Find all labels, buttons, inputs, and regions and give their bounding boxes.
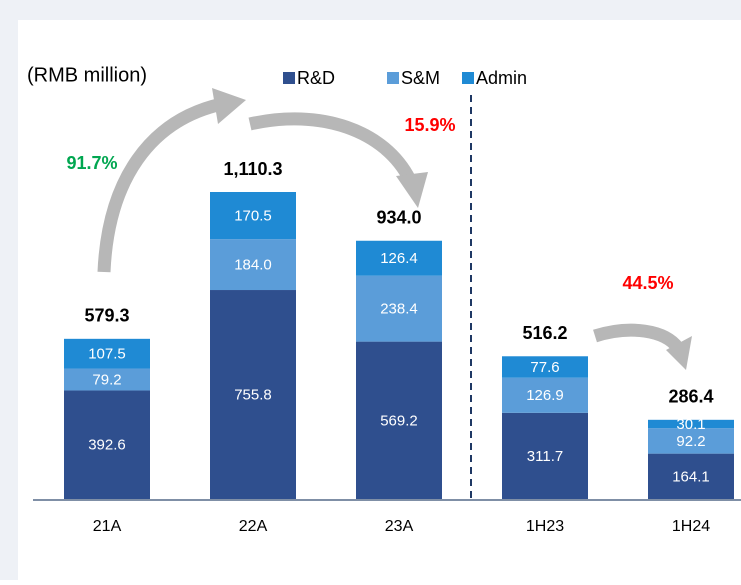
legend-label: Admin: [476, 68, 527, 88]
growth-label: 15.9%: [404, 115, 455, 135]
legend-swatch: [283, 72, 295, 84]
total-label: 286.4: [668, 387, 713, 407]
bar-segment: [356, 275, 442, 342]
segment-label: 392.6: [88, 437, 126, 454]
arrow: [593, 323, 684, 353]
legend-swatch: [387, 72, 399, 84]
legend-label: R&D: [297, 68, 335, 88]
total-label: 579.3: [84, 306, 129, 326]
x-tick-label: 22A: [239, 518, 268, 535]
segment-label: 569.2: [380, 412, 418, 429]
bar-segment: [64, 338, 150, 369]
segment-label: 170.5: [234, 208, 272, 225]
bar-segment: [356, 240, 442, 276]
arrow-head: [396, 172, 428, 208]
bar-segment: [64, 390, 150, 499]
segment-label: 755.8: [234, 386, 272, 403]
bar-segment: [356, 341, 442, 499]
x-tick-label: 1H24: [672, 518, 710, 535]
segment-label: 126.9: [526, 387, 564, 404]
bar-segment: [648, 419, 734, 429]
bar-segment: [210, 239, 296, 291]
bar-segment: [648, 428, 734, 454]
arrow-head: [666, 336, 692, 370]
bar-segment: [502, 356, 588, 378]
total-label: 934.0: [376, 207, 421, 227]
segment-label: 238.4: [380, 301, 418, 318]
segment-label: 30.1: [676, 416, 705, 433]
x-tick-label: 23A: [385, 518, 414, 535]
growth-label: 91.7%: [66, 153, 117, 173]
x-tick-label: 21A: [93, 518, 122, 535]
arrow: [97, 97, 224, 273]
bar-segment: [210, 290, 296, 499]
segment-label: 184.0: [234, 257, 272, 274]
growth-arrows: [97, 97, 684, 353]
segment-label: 107.5: [88, 346, 126, 363]
arrow-heads: [212, 88, 692, 370]
total-label: 1,110.3: [223, 159, 282, 179]
segment-label: 77.6: [530, 359, 559, 376]
arrow: [248, 112, 416, 184]
legend-label: S&M: [401, 68, 440, 88]
bar-segment: [648, 453, 734, 499]
total-label: 516.2: [522, 323, 567, 343]
growth-label: 44.5%: [622, 273, 673, 293]
arrow-head: [212, 88, 246, 124]
x-tick-label: 1H23: [526, 518, 564, 535]
segment-label: 311.7: [527, 448, 563, 465]
segment-label: 164.1: [672, 468, 710, 485]
segment-label: 126.4: [380, 250, 418, 267]
legend-swatch: [462, 72, 474, 84]
bar-segment: [502, 377, 588, 413]
segment-label: 92.2: [676, 433, 705, 450]
bar-segment: [210, 192, 296, 240]
unit-label: (RMB million): [27, 64, 147, 86]
bar-segment: [64, 368, 150, 391]
bar-segment: [502, 412, 588, 499]
segment-label: 79.2: [92, 371, 121, 388]
